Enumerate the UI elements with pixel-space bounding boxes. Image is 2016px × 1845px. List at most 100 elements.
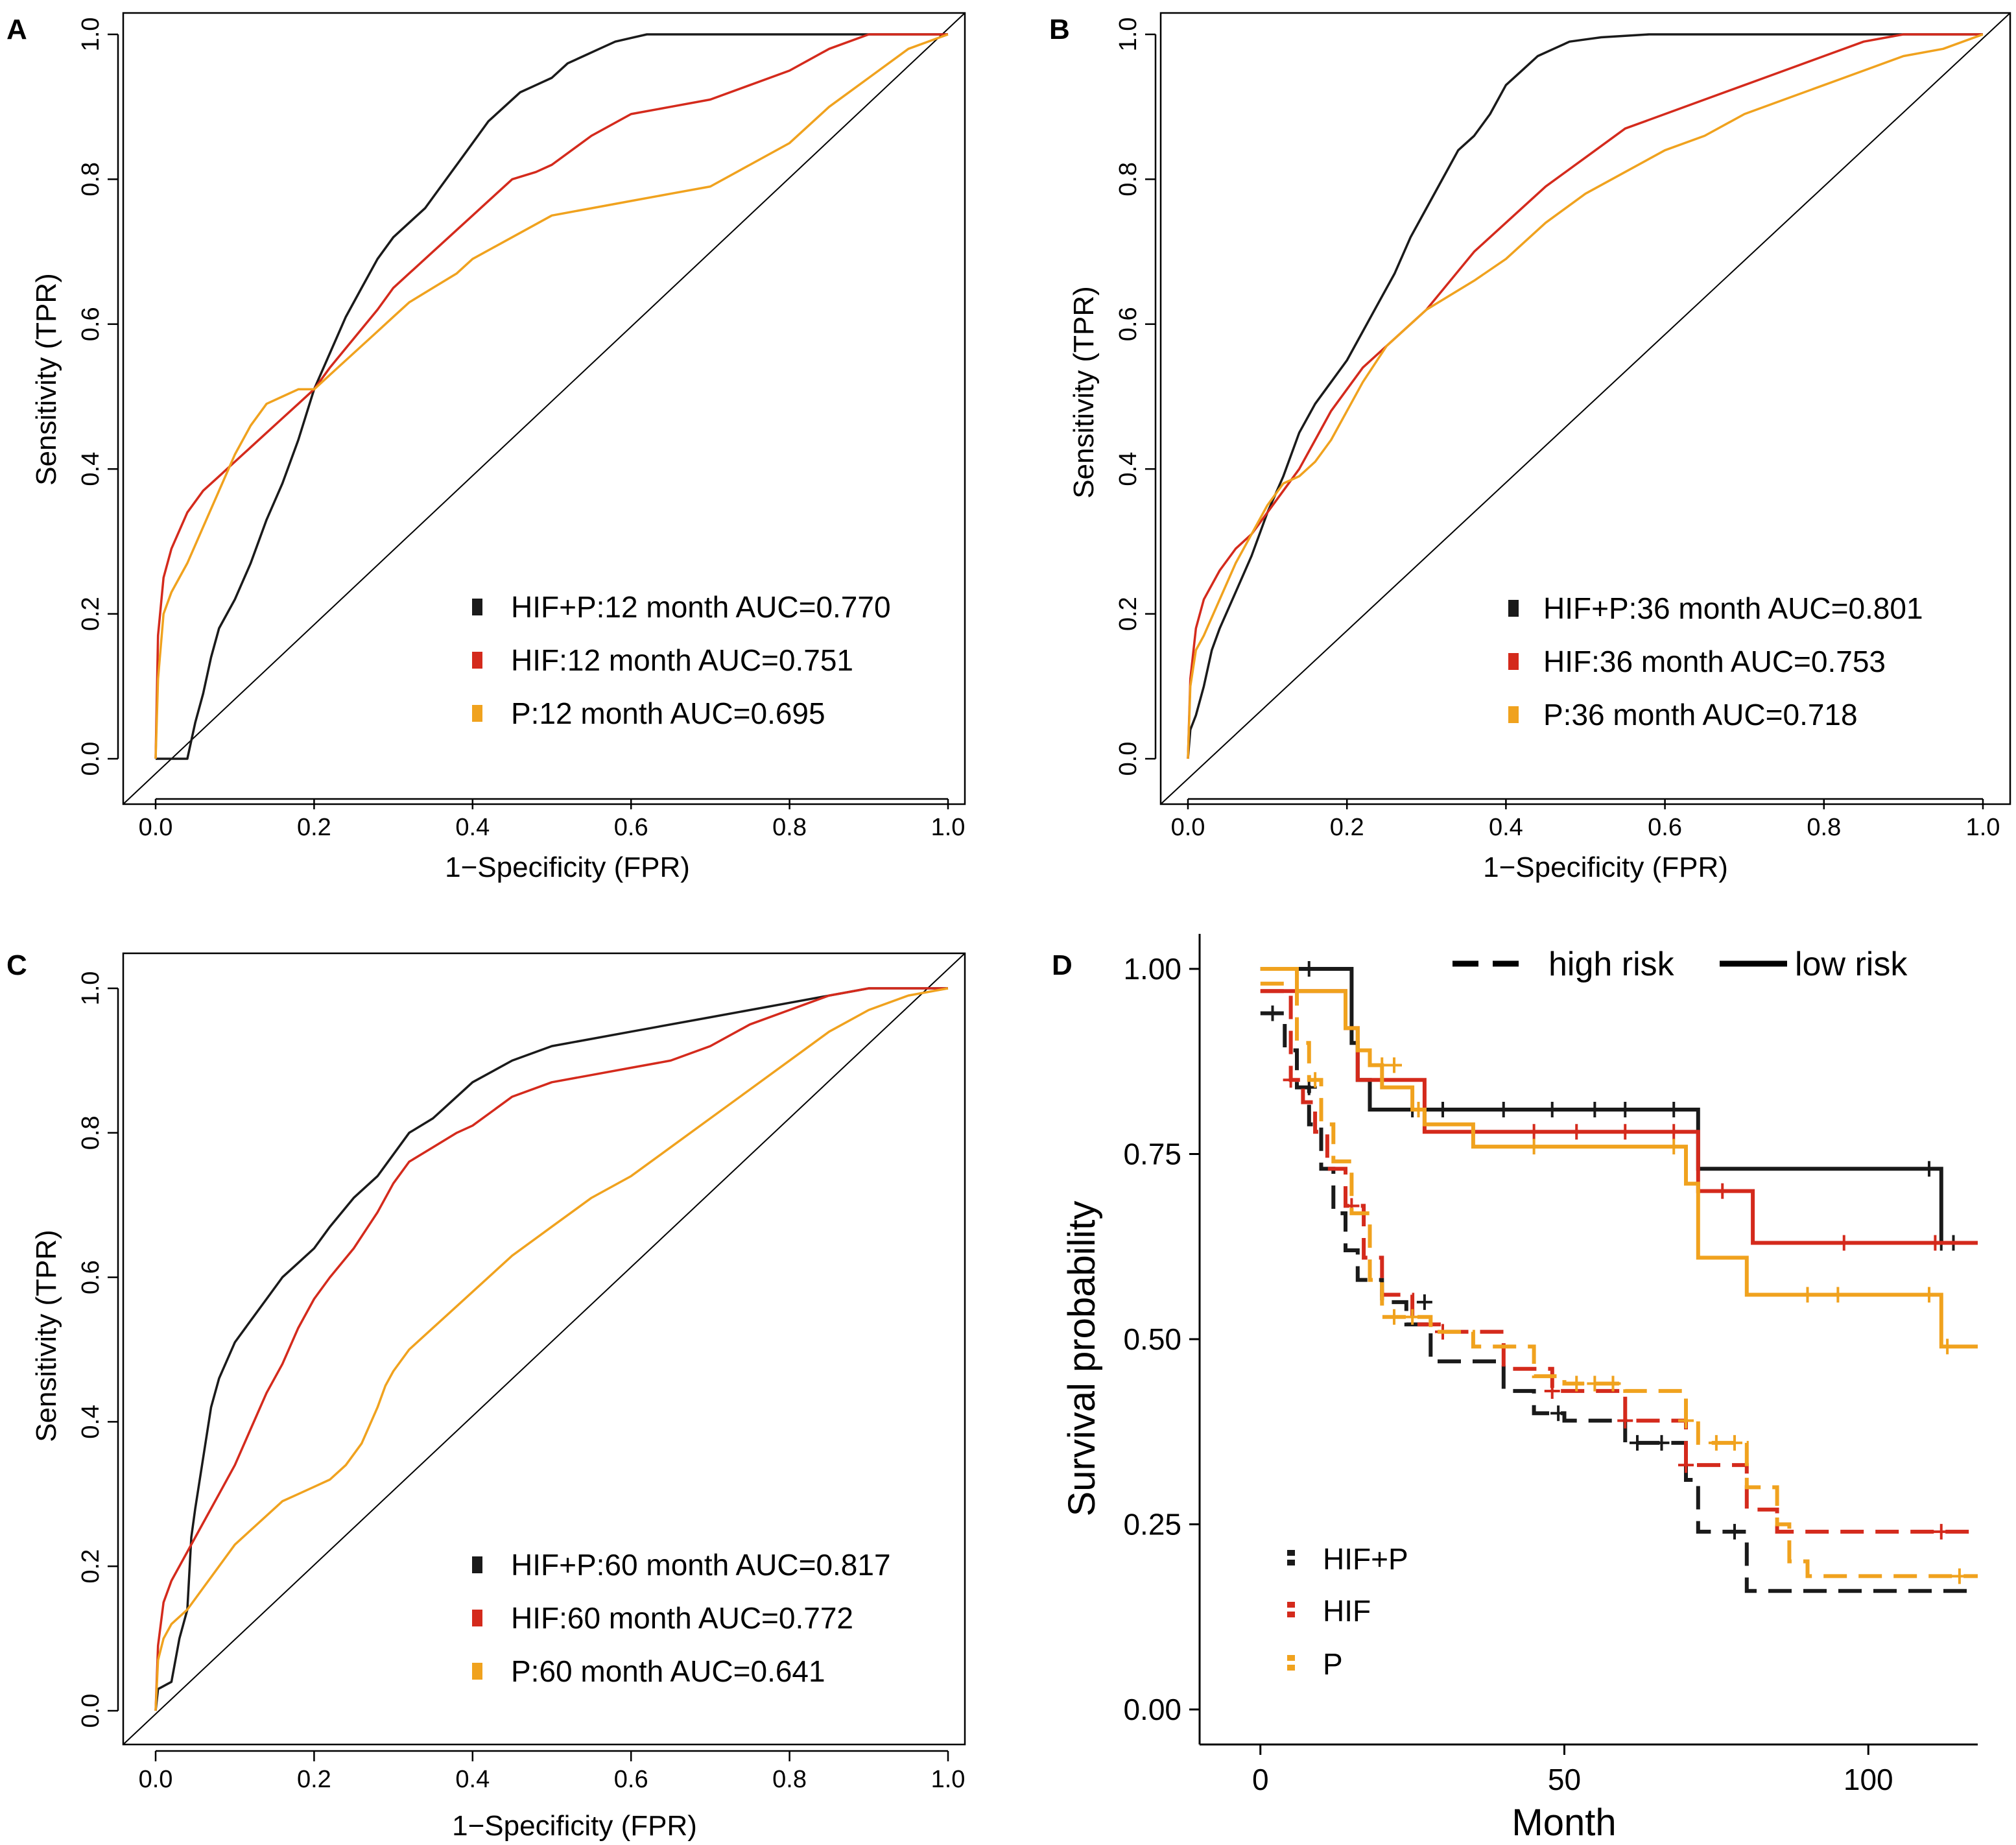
legend-label-b-0: HIF+P:36 month AUC=0.801 xyxy=(1543,591,1923,625)
km-censor-mark xyxy=(1526,1139,1542,1155)
y-tick-label-c: 0.2 xyxy=(77,1549,104,1584)
km-censor-mark xyxy=(1666,1101,1682,1117)
x-tick-label-c: 1.0 xyxy=(931,1766,966,1793)
series-lines-b xyxy=(1187,33,1984,759)
series-lines-a xyxy=(154,33,949,760)
y-axis-title-a: Sensitivity (TPR) xyxy=(30,273,62,486)
x-tick-label-a: 0.6 xyxy=(614,814,648,841)
y-tick-label-a: 0.8 xyxy=(77,162,104,196)
roc-panel-b: B 0.0 0.2 0.4 0.6 0.8 1.0 0.00.20.40.60.81.0 … xyxy=(1049,12,2011,883)
km-y-tick-label: 0.00 xyxy=(1123,1693,1181,1726)
roc-curve-c-0 xyxy=(154,987,948,1711)
x-tick-label-c: 0.6 xyxy=(614,1766,648,1793)
km-panel-d: D 0 50 100 0.00 0.25 0.50 0.75 1.00 Month Surv… xyxy=(1052,934,1978,1844)
x-axis-title-a: 1−Specificity (FPR) xyxy=(445,851,690,883)
y-tick-label-a: 0.0 xyxy=(77,742,104,776)
km-censor-mark xyxy=(1921,1161,1937,1177)
km-censor-mark xyxy=(1617,1124,1633,1140)
legend-swatch-c-1 xyxy=(472,1610,482,1626)
x-tick-label-b: 0.6 xyxy=(1648,814,1682,841)
km-censor-mark xyxy=(1405,1309,1421,1325)
panel-letter-b: B xyxy=(1049,14,1070,45)
km-censor-mark xyxy=(1544,1383,1560,1399)
y-tick-label-a: 0.4 xyxy=(77,452,104,486)
km-x-axis-title: Month xyxy=(1512,1802,1616,1844)
km-y-tick-label: 0.75 xyxy=(1123,1137,1181,1171)
roc-panel-a: A 0.0 0.2 0.4 0.6 0.8 1.0 0.00.20.40.60.81.0 … xyxy=(6,12,966,883)
km-censor-mark xyxy=(1927,1235,1943,1251)
km-censor-mark xyxy=(1301,961,1317,977)
roc-curve-b-2 xyxy=(1187,33,1984,759)
y-tick-label-a: 0.6 xyxy=(77,307,104,341)
km-censor-mark xyxy=(1678,1457,1694,1473)
km-x-tick-label: 0 xyxy=(1252,1763,1269,1796)
x-axis-title-b: 1−Specificity (FPR) xyxy=(1483,851,1728,883)
km-censor-mark xyxy=(1630,1434,1645,1451)
km-curve-0 xyxy=(1260,967,1978,1245)
x-axis-b: 0.0 0.2 0.4 0.6 0.8 1.0 xyxy=(1171,798,2000,841)
km-censor-mark xyxy=(1307,1072,1323,1088)
panel-letter-d: D xyxy=(1052,949,1073,981)
km-censor-mark xyxy=(1587,1101,1603,1117)
km-censor-mark xyxy=(1617,1412,1633,1429)
km-censor-mark xyxy=(1550,1405,1567,1422)
roc-curve-c-2 xyxy=(154,987,949,1711)
km-color-legend: HIF+P HIF P xyxy=(1287,1542,1408,1681)
km-censor-mark xyxy=(1416,1294,1432,1310)
y-tick-label-b: 0.0 xyxy=(1115,742,1142,776)
y-tick-label-a: 1.0 xyxy=(77,18,104,52)
km-censor-mark xyxy=(1569,1124,1585,1140)
y-tick-label-b: 0.4 xyxy=(1115,452,1142,486)
y-tick-label-a: 0.2 xyxy=(77,597,104,631)
y-axis-b: 0.0 0.2 0.4 0.6 0.8 1.0 xyxy=(1115,18,1157,776)
y-tick-label-c: 0.8 xyxy=(77,1115,104,1150)
km-censor-mark xyxy=(1544,1101,1560,1117)
legend-a: HIF+P:12 month AUC=0.770 HIF:12 month AU… xyxy=(472,590,891,730)
km-y-tick-label: 0.25 xyxy=(1123,1508,1181,1541)
legend-label-a-2: P:12 month AUC=0.695 xyxy=(511,696,825,730)
x-tick-label-b: 1.0 xyxy=(1966,814,2000,841)
y-axis-d: 0.00 0.25 0.50 0.75 1.00 xyxy=(1123,952,1200,1726)
legend-swatch-b-2 xyxy=(1508,706,1519,723)
km-censor-mark xyxy=(1264,1005,1281,1021)
km-censor-mark xyxy=(1526,1124,1542,1140)
legend-c: HIF+P:60 month AUC=0.817 HIF:60 month AU… xyxy=(472,1548,891,1688)
km-censor-mark xyxy=(1617,1101,1633,1117)
x-tick-label-b: 0.0 xyxy=(1171,814,1205,841)
km-censor-mark xyxy=(1939,1339,1956,1355)
y-axis-title-c: Sensitivity (TPR) xyxy=(30,1230,62,1442)
km-censor-mark xyxy=(1921,1287,1937,1303)
y-tick-label-b: 0.6 xyxy=(1115,307,1142,341)
roc-curve-b-0 xyxy=(1187,33,1983,759)
legend-hifp-label: HIF+P xyxy=(1323,1542,1408,1576)
y-tick-label-c: 1.0 xyxy=(77,971,104,1006)
x-tick-label-a: 1.0 xyxy=(931,814,966,841)
x-tick-label-a: 0.4 xyxy=(455,814,490,841)
km-censor-mark xyxy=(1933,1523,1949,1540)
legend-swatch-b-1 xyxy=(1508,653,1519,670)
km-censor-mark xyxy=(1678,1412,1694,1429)
km-censor-mark xyxy=(1666,1124,1682,1140)
y-tick-label-c: 0.4 xyxy=(77,1405,104,1439)
x-axis-title-c: 1−Specificity (FPR) xyxy=(452,1810,697,1842)
km-censor-mark xyxy=(1495,1101,1512,1117)
km-censor-mark xyxy=(1386,1057,1402,1073)
panel-letter-a: A xyxy=(6,14,27,45)
km-x-tick-label: 100 xyxy=(1844,1763,1893,1796)
km-curve-4 xyxy=(1260,989,1978,1534)
legend-label-c-1: HIF:60 month AUC=0.772 xyxy=(511,1601,853,1635)
legend-swatch-a-2 xyxy=(472,705,482,722)
km-censor-mark xyxy=(1951,1568,1967,1584)
legend-swatch-c-2 xyxy=(472,1663,482,1680)
y-axis-title-b: Sensitivity (TPR) xyxy=(1068,286,1100,499)
km-censor-mark xyxy=(1714,1183,1731,1199)
km-x-tick-label: 50 xyxy=(1548,1763,1581,1796)
km-y-tick-label: 1.00 xyxy=(1123,952,1181,986)
x-tick-label-c: 0.8 xyxy=(772,1766,807,1793)
km-linetype-legend: high risk low risk xyxy=(1453,946,1908,983)
diagonal-c xyxy=(123,953,966,1745)
legend-swatch-a-0 xyxy=(472,599,482,615)
legend-p-label: P xyxy=(1323,1647,1343,1681)
x-axis-c: 0.0 0.2 0.4 0.6 0.8 1.0 xyxy=(139,1750,966,1793)
